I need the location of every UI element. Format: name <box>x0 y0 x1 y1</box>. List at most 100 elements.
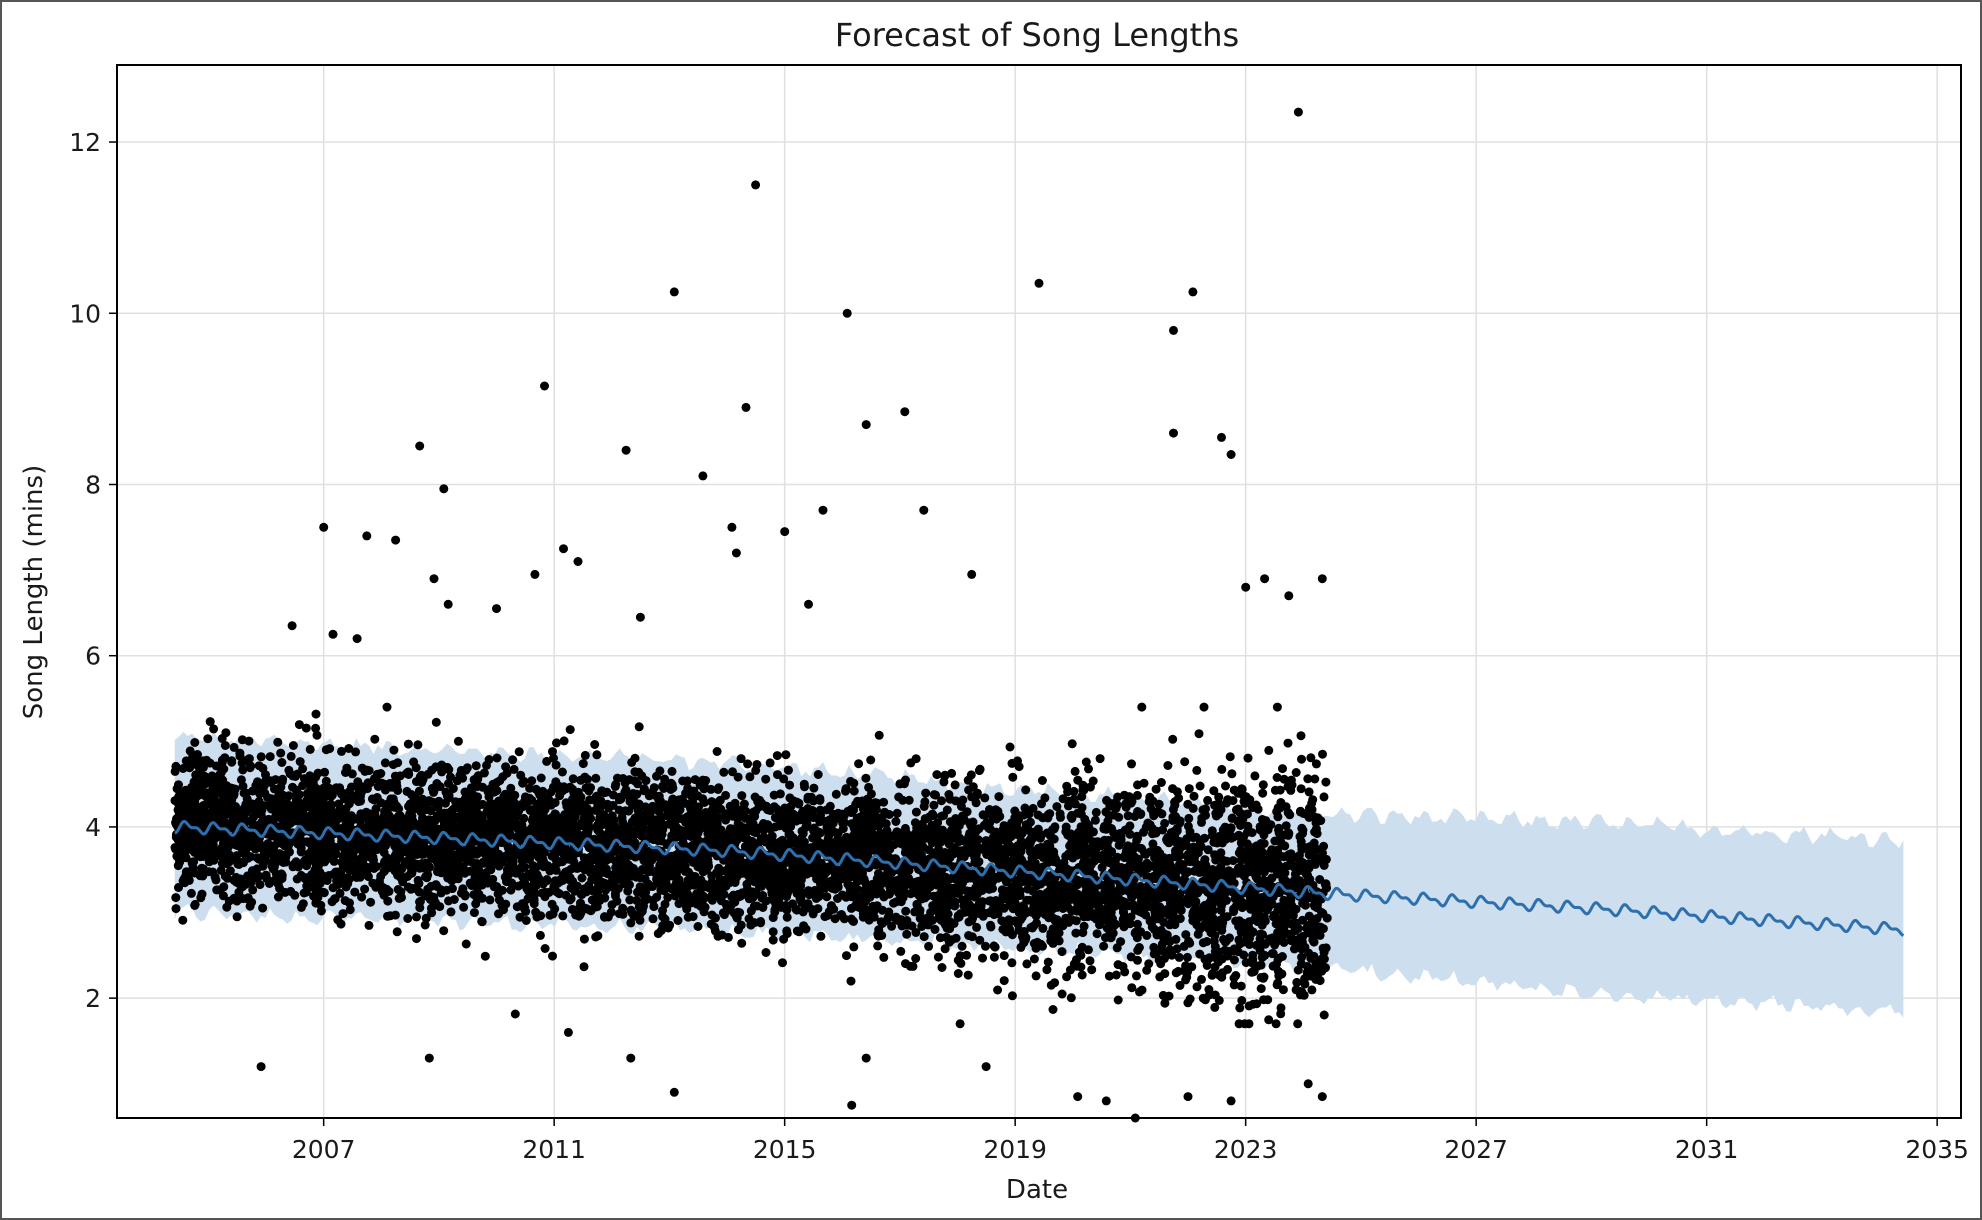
observed-point <box>1311 759 1321 769</box>
observed-point <box>929 800 939 810</box>
observed-point <box>1225 752 1235 762</box>
observed-point <box>1084 764 1093 774</box>
observed-point <box>1264 745 1274 755</box>
observed-point <box>989 941 999 951</box>
observed-point <box>781 750 791 760</box>
observed-point <box>209 724 219 734</box>
observed-point <box>1032 881 1042 891</box>
observed-point <box>905 961 915 971</box>
observed-point <box>877 919 887 928</box>
observed-point <box>252 853 262 863</box>
observed-point <box>1127 759 1136 769</box>
observed-point <box>915 905 925 915</box>
observed-point <box>1321 854 1331 864</box>
observed-point <box>325 803 335 813</box>
observed-point <box>768 867 778 877</box>
observed-point <box>1218 832 1228 842</box>
observed-point <box>1228 856 1238 866</box>
observed-point <box>941 932 951 942</box>
observed-point <box>1278 985 1288 995</box>
observed-point <box>1095 754 1105 764</box>
observed-point <box>1092 929 1102 939</box>
observed-point <box>1248 950 1258 960</box>
observed-point <box>247 869 257 879</box>
observed-point <box>655 804 665 813</box>
observed-point <box>591 932 601 942</box>
observed-point <box>465 866 475 876</box>
observed-point <box>235 748 245 758</box>
observed-point <box>1162 948 1172 958</box>
observed-point <box>412 912 421 922</box>
observed-point <box>185 746 195 756</box>
observed-point <box>1156 778 1166 787</box>
observed-point <box>431 717 441 727</box>
observed-point <box>1230 894 1240 904</box>
observed-point <box>1267 949 1277 959</box>
observed-point <box>580 750 590 760</box>
observed-point <box>1210 800 1220 810</box>
observed-point <box>1090 815 1100 825</box>
observed-point <box>271 875 281 884</box>
observed-point <box>846 976 856 986</box>
observed-point <box>629 831 639 841</box>
observed-point <box>815 795 825 805</box>
observed-point <box>433 867 442 877</box>
observed-point <box>1172 944 1182 954</box>
observed-point <box>932 770 942 780</box>
observed-point <box>403 767 413 777</box>
observed-point <box>1272 773 1282 782</box>
observed-point <box>1028 803 1038 813</box>
observed-point <box>646 848 656 858</box>
observed-point <box>565 725 575 735</box>
observed-point <box>270 797 280 807</box>
observed-point <box>1154 927 1164 937</box>
observed-point <box>336 919 346 929</box>
observed-point <box>1085 956 1095 966</box>
observed-point <box>296 902 306 912</box>
observed-point <box>625 895 635 905</box>
observed-point <box>898 795 908 805</box>
observed-point <box>813 770 823 779</box>
observed-point <box>1157 939 1167 949</box>
observed-point <box>1273 812 1283 822</box>
observed-point <box>1195 781 1205 791</box>
observed-point <box>542 756 552 766</box>
observed-point <box>1293 1019 1303 1029</box>
observed-point <box>688 788 698 798</box>
observed-point <box>618 774 628 783</box>
observed-point <box>1194 729 1204 739</box>
observed-point <box>1046 936 1056 946</box>
observed-point <box>553 888 563 897</box>
observed-point <box>655 766 665 776</box>
observed-point <box>861 773 871 783</box>
observed-point <box>866 755 876 765</box>
observed-point <box>271 808 281 818</box>
observed-point <box>448 805 458 815</box>
observed-point <box>1112 943 1122 953</box>
observed-point <box>849 917 858 926</box>
observed-point <box>508 755 518 765</box>
observed-point <box>701 776 711 785</box>
observed-point <box>1139 778 1149 788</box>
observed-point <box>1174 952 1184 962</box>
observed-point <box>972 922 982 932</box>
observed-point <box>578 759 588 769</box>
observed-point <box>1227 769 1237 779</box>
observed-point <box>988 853 998 863</box>
observed-point <box>1164 991 1174 1001</box>
observed-point <box>171 904 181 914</box>
observed-point <box>809 783 819 793</box>
observed-point <box>579 934 589 944</box>
observed-point <box>1256 984 1266 994</box>
observed-point <box>521 916 531 925</box>
observed-point <box>1029 954 1039 964</box>
observed-point <box>1316 816 1326 826</box>
observed-point <box>1199 702 1209 712</box>
observed-point <box>286 751 296 761</box>
observed-point <box>1319 1010 1329 1020</box>
observed-point <box>465 878 475 888</box>
observed-point <box>540 887 550 897</box>
observed-point <box>854 759 864 769</box>
observed-point <box>630 753 640 763</box>
